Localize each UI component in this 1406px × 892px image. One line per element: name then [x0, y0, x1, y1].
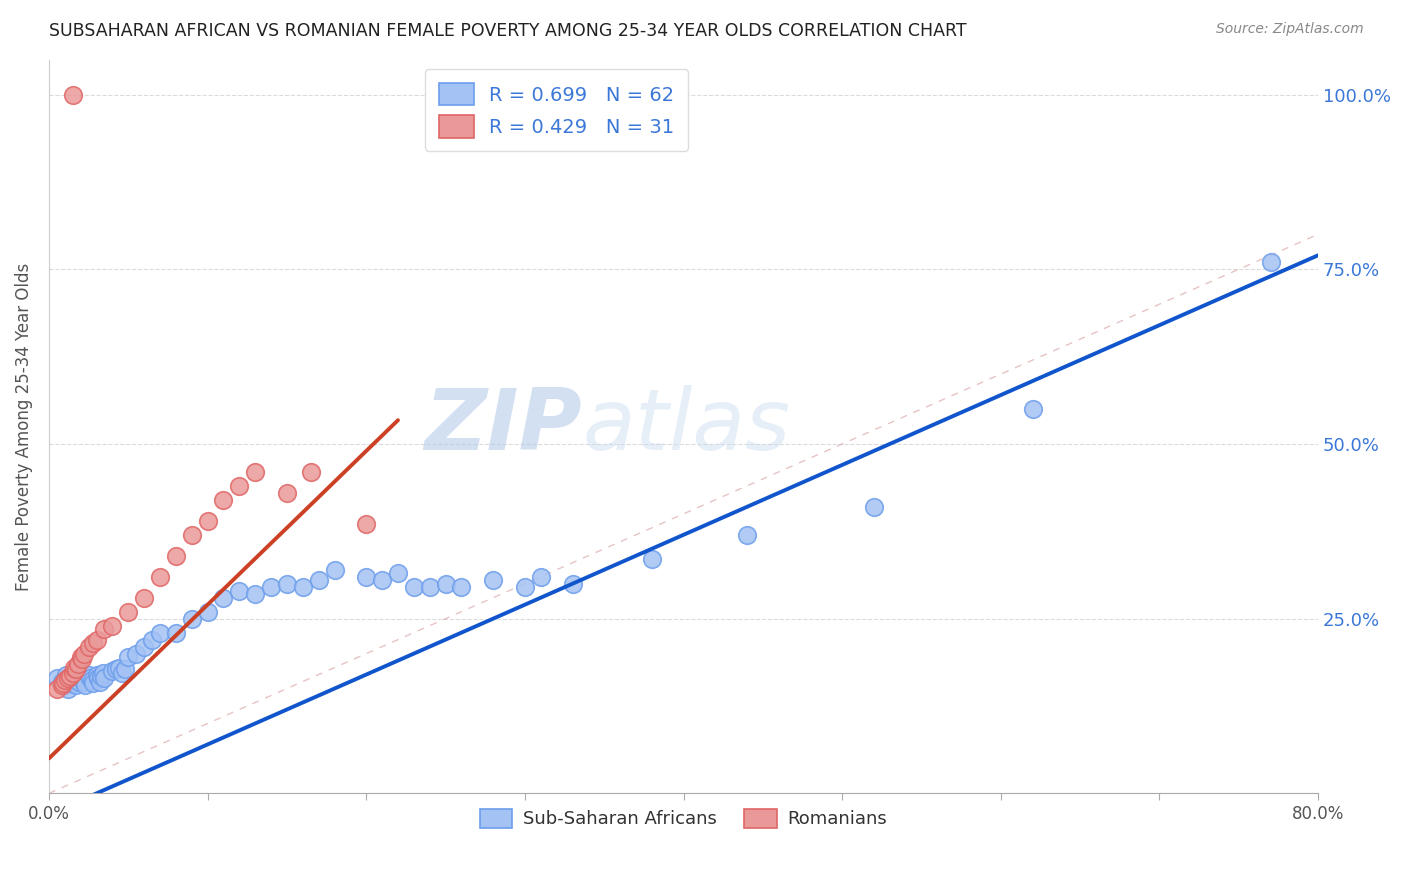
Point: [641, 552, 664, 566]
Point: [371, 573, 394, 587]
Point: [86, 632, 108, 647]
Point: [72, 652, 94, 666]
Point: [86, 667, 108, 681]
Point: [62, 676, 84, 690]
Point: [561, 576, 583, 591]
Text: SUBSAHARAN AFRICAN VS ROMANIAN FEMALE POVERTY AMONG 25-34 YEAR OLDS CORRELATION : SUBSAHARAN AFRICAN VS ROMANIAN FEMALE PO…: [49, 22, 967, 40]
Point: [62, 666, 84, 681]
Point: [65, 662, 87, 676]
Point: [69, 671, 91, 685]
Point: [245, 465, 267, 479]
Point: [93, 622, 115, 636]
Legend: Sub-Saharan Africans, Romanians: Sub-Saharan Africans, Romanians: [472, 802, 894, 836]
Point: [63, 660, 86, 674]
Point: [55, 667, 77, 681]
Point: [1021, 402, 1043, 417]
Point: [482, 573, 505, 587]
Point: [58, 671, 80, 685]
Point: [45, 671, 67, 685]
Point: [51, 678, 73, 692]
Point: [356, 570, 378, 584]
Point: [114, 662, 136, 676]
Point: [77, 667, 100, 681]
Point: [53, 673, 76, 687]
Point: [402, 580, 425, 594]
Point: [323, 563, 346, 577]
Point: [308, 573, 330, 587]
Point: [165, 549, 187, 563]
Point: [107, 660, 129, 674]
Point: [212, 591, 235, 605]
Point: [141, 632, 163, 647]
Point: [450, 580, 472, 594]
Point: [91, 666, 114, 681]
Point: [66, 669, 89, 683]
Point: [73, 647, 96, 661]
Point: [77, 640, 100, 654]
Point: [117, 650, 139, 665]
Point: [149, 625, 172, 640]
Point: [93, 671, 115, 685]
Point: [299, 465, 322, 479]
Point: [53, 678, 76, 692]
Point: [197, 514, 219, 528]
Point: [276, 576, 298, 591]
Point: [75, 678, 97, 692]
Point: [434, 576, 457, 591]
Point: [1260, 255, 1282, 269]
Point: [79, 671, 101, 685]
Point: [387, 566, 409, 581]
Point: [58, 669, 80, 683]
Point: [63, 673, 86, 687]
Point: [56, 671, 79, 685]
Point: [69, 650, 91, 665]
Point: [180, 612, 202, 626]
Point: [90, 669, 112, 683]
Point: [134, 591, 156, 605]
Point: [245, 587, 267, 601]
Point: [197, 605, 219, 619]
Point: [73, 674, 96, 689]
Point: [165, 625, 187, 640]
Point: [65, 678, 87, 692]
Point: [101, 664, 124, 678]
Point: [104, 662, 127, 676]
Point: [260, 580, 283, 594]
Point: [228, 583, 250, 598]
Point: [45, 681, 67, 696]
Point: [530, 570, 553, 584]
Point: [52, 676, 75, 690]
Point: [111, 666, 134, 681]
Point: [276, 486, 298, 500]
Point: [82, 636, 104, 650]
Point: [134, 640, 156, 654]
Text: ZIP: ZIP: [425, 385, 582, 468]
Point: [87, 671, 110, 685]
Y-axis label: Female Poverty Among 25-34 Year Olds: Female Poverty Among 25-34 Year Olds: [15, 262, 32, 591]
Point: [356, 517, 378, 532]
Point: [62, 87, 84, 102]
Point: [72, 669, 94, 683]
Point: [125, 647, 148, 661]
Point: [66, 657, 89, 671]
Point: [419, 580, 441, 594]
Point: [735, 528, 758, 542]
Text: atlas: atlas: [582, 385, 790, 468]
Point: [82, 676, 104, 690]
Point: [149, 570, 172, 584]
Point: [101, 618, 124, 632]
Text: Source: ZipAtlas.com: Source: ZipAtlas.com: [1216, 22, 1364, 37]
Point: [513, 580, 536, 594]
Point: [228, 479, 250, 493]
Point: [117, 605, 139, 619]
Point: [80, 673, 103, 687]
Point: [89, 674, 111, 689]
Point: [180, 528, 202, 542]
Point: [67, 674, 90, 689]
Point: [56, 681, 79, 696]
Point: [863, 500, 886, 514]
Point: [291, 580, 314, 594]
Point: [212, 492, 235, 507]
Point: [51, 674, 73, 689]
